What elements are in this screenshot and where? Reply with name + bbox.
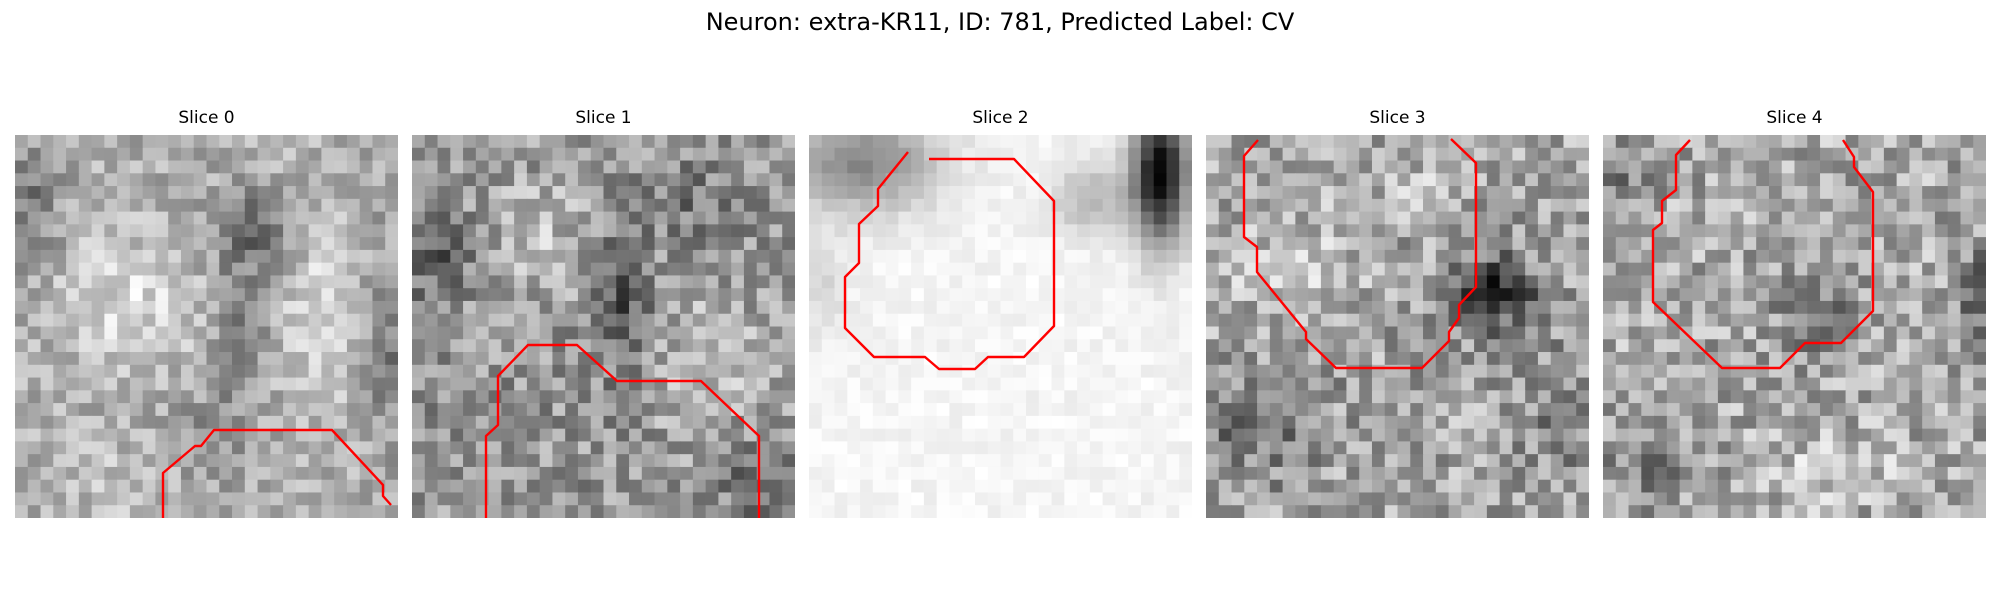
slice-image [1603,135,1986,518]
slice-title: Slice 2 [972,108,1029,128]
segmentation-contour [161,428,392,518]
slice-image [809,135,1192,518]
segmentation-contour [843,151,1056,371]
slice-title: Slice 3 [1369,108,1426,128]
segmentation-contour [1651,139,1875,370]
slice-image [1206,135,1589,518]
slice-image [15,135,398,518]
segmentation-contour [1242,138,1478,370]
slice-image [412,135,795,518]
figure-title: Neuron: extra-KR11, ID: 781, Predicted L… [705,8,1295,36]
slice-title: Slice 1 [575,108,632,128]
slice-title: Slice 4 [1766,108,1823,128]
slice-title: Slice 0 [178,108,235,128]
segmentation-contour [484,343,761,518]
